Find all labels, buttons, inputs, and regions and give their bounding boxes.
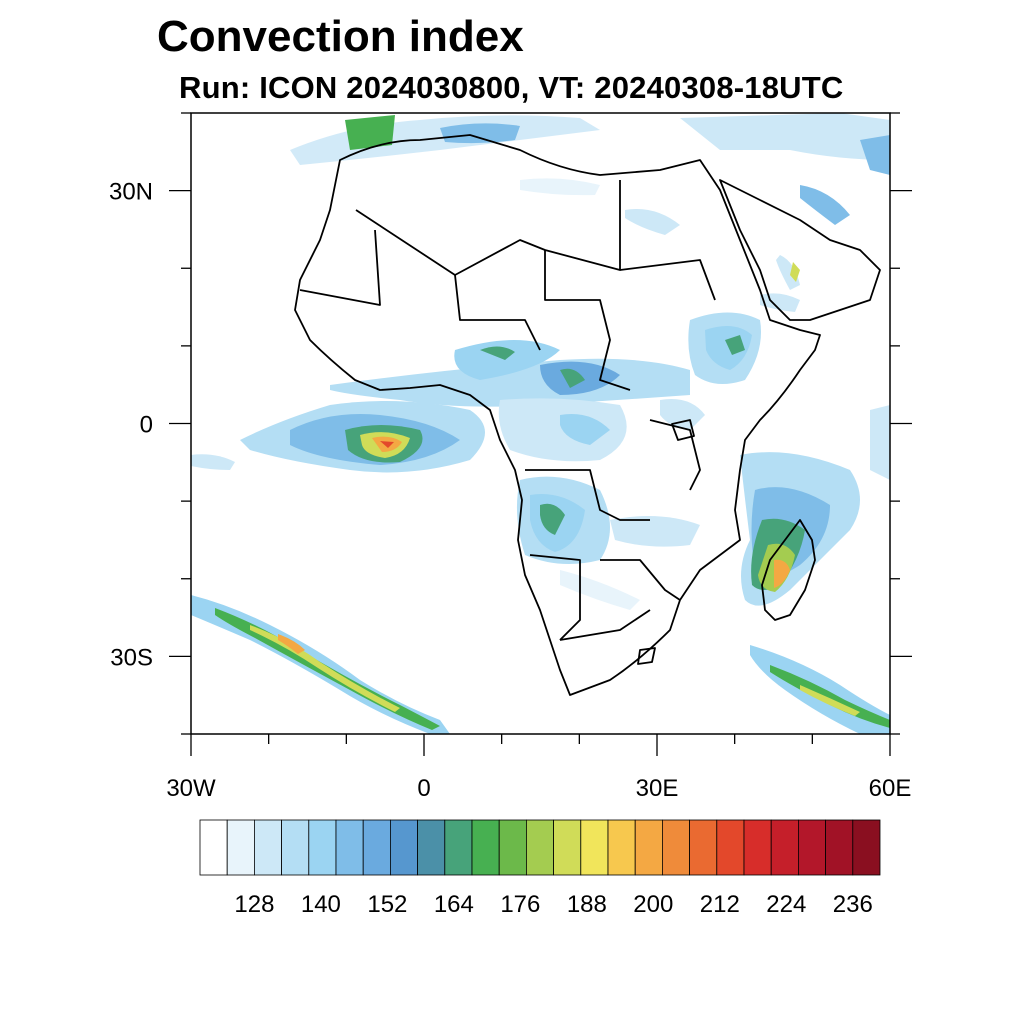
chart-subtitle: Run: ICON 2024030800, VT: 20240308-18UTC bbox=[179, 70, 844, 105]
colorbar-swatch bbox=[798, 819, 827, 876]
colorbar-swatch bbox=[253, 819, 282, 876]
colorbar-label: 188 bbox=[567, 891, 607, 918]
colorbar-swatch bbox=[471, 819, 500, 876]
colorbar-swatch bbox=[281, 819, 310, 876]
colorbar-swatch bbox=[580, 819, 609, 876]
colorbar-swatch bbox=[417, 819, 446, 876]
x-tick-label: 0 bbox=[417, 775, 430, 802]
colorbar-swatch bbox=[689, 819, 718, 876]
colorbar-swatch bbox=[770, 819, 799, 876]
colorbar-label: 152 bbox=[367, 891, 407, 918]
colorbar-swatch bbox=[743, 819, 772, 876]
x-tick-label: 30E bbox=[636, 775, 679, 802]
colorbar-swatch bbox=[825, 819, 854, 876]
colorbar: 128 140 152 164 176 188 200 212 224 236 bbox=[199, 819, 881, 918]
colorbar-swatch bbox=[498, 819, 527, 876]
colorbar-swatch bbox=[852, 819, 881, 876]
colorbar-label: 176 bbox=[500, 891, 540, 918]
colorbar-swatch bbox=[553, 819, 582, 876]
colorbar-swatch bbox=[226, 819, 255, 876]
colorbar-swatch bbox=[199, 819, 228, 876]
colorbar-swatch bbox=[389, 819, 418, 876]
y-tick-label: 0 bbox=[140, 412, 153, 439]
chart-title: Convection index bbox=[157, 12, 524, 61]
colorbar-swatch bbox=[526, 819, 555, 876]
colorbar-label: 128 bbox=[234, 891, 274, 918]
x-tick-label: 30W bbox=[166, 775, 216, 802]
y-tick-label: 30N bbox=[109, 179, 153, 206]
colorbar-swatch bbox=[716, 819, 745, 876]
colorbar-swatch bbox=[308, 819, 337, 876]
colorbar-label: 140 bbox=[301, 891, 341, 918]
colorbar-swatch bbox=[335, 819, 364, 876]
colorbar-label: 224 bbox=[766, 891, 806, 918]
map-axes: 30W 0 30E 60E 30N 0 30S bbox=[109, 112, 912, 802]
map-area bbox=[191, 113, 890, 734]
convection-field bbox=[191, 113, 890, 734]
colorbar-label: 236 bbox=[833, 891, 873, 918]
y-tick-label: 30S bbox=[110, 644, 153, 671]
colorbar-swatch bbox=[634, 819, 663, 876]
colorbar-swatch bbox=[607, 819, 636, 876]
x-tick-label: 60E bbox=[869, 775, 912, 802]
colorbar-swatch bbox=[444, 819, 473, 876]
colorbar-swatch bbox=[662, 819, 691, 876]
colorbar-label: 164 bbox=[434, 891, 474, 918]
colorbar-label: 200 bbox=[633, 891, 673, 918]
colorbar-swatch bbox=[362, 819, 391, 876]
colorbar-label: 212 bbox=[700, 891, 740, 918]
coastline-and-borders bbox=[294, 134, 881, 696]
